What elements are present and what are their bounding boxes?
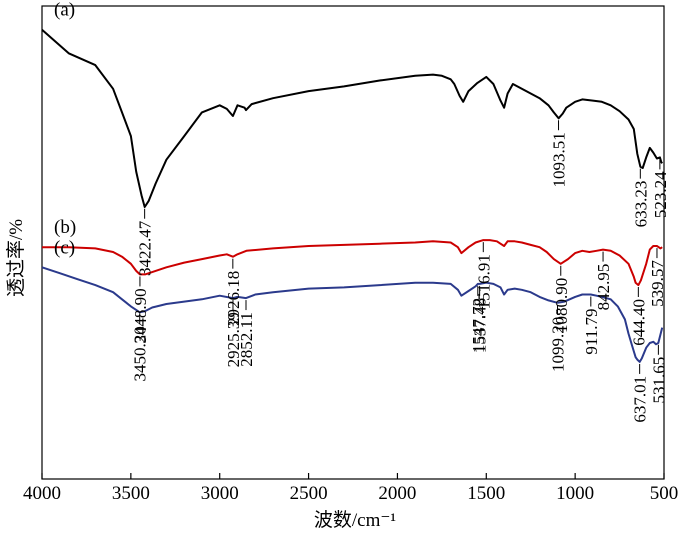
peak-label: 911.79: [582, 309, 601, 355]
peak-label: 2925.39: [224, 312, 243, 367]
peak-label: 3448.90: [131, 288, 150, 343]
peak-label: 1093.51: [550, 132, 569, 187]
peak-label: 3422.47: [136, 220, 155, 276]
series-line-2: [42, 239, 663, 287]
x-tick-label: 2500: [290, 483, 328, 504]
x-tick-label: 1000: [556, 483, 594, 504]
panel-label: (a): [54, 0, 75, 21]
peak-label: 1516.91: [474, 254, 493, 309]
x-tick-label: 1500: [467, 483, 505, 504]
x-tick-label: 4000: [23, 483, 61, 504]
peak-label: 1537.48: [471, 298, 490, 353]
series-layer: [41, 28, 664, 363]
peak-label: 637.01: [631, 376, 650, 423]
y-axis-title: 透过率/%: [5, 219, 27, 297]
x-tick-label: 3000: [201, 483, 239, 504]
peak-label: 523.24: [651, 171, 670, 218]
x-tick-label: 3500: [112, 483, 150, 504]
peak-label: 2852.11: [237, 312, 256, 367]
peak-label: 1099.20: [549, 317, 568, 372]
peak-label: 842.95: [594, 264, 613, 311]
x-tick-label: 500: [650, 483, 679, 504]
peak-label: 531.65: [649, 357, 668, 404]
panel-labels: (a) (b)(c): [54, 0, 76, 258]
peak-label: 3450.20: [131, 326, 150, 381]
x-tick-label: 2000: [378, 483, 416, 504]
x-axis-title: 波数/cm⁻¹: [314, 509, 397, 531]
peak-label: 644.40: [629, 299, 648, 346]
panel-label: (b): [54, 217, 76, 238]
peak-label: 2926.18: [224, 271, 243, 326]
panel-label: (c): [54, 237, 75, 258]
peak-label: 633.23: [631, 181, 650, 228]
peak-label: 1547.72: [469, 298, 488, 353]
peak-label: 539.57: [648, 260, 667, 307]
series-line-3: [41, 266, 664, 363]
annotation-layer: 3422.47 1093.51 633.23 523.24 3448.90 2926.18…: [131, 120, 670, 423]
peak-label: 1080.90: [552, 278, 571, 333]
x-axis-ticks: 4000 3500 3000 2500 2000 1500 1000 500: [23, 473, 678, 504]
series-line-1: [41, 28, 663, 208]
plot-frame: [41, 5, 665, 480]
